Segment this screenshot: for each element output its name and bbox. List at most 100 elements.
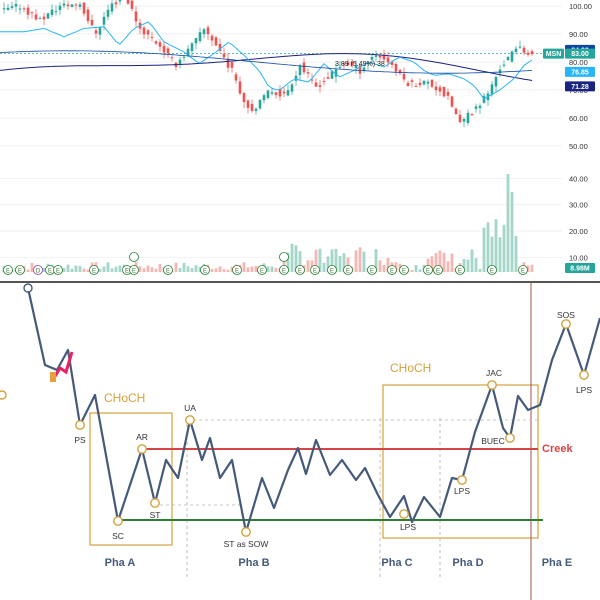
candle-body xyxy=(522,47,526,53)
candle-body xyxy=(146,30,150,35)
candle-body xyxy=(338,66,342,69)
candle-body xyxy=(78,4,82,7)
choch-label-right: CHoCH xyxy=(390,361,431,375)
event-marker-label: E xyxy=(402,268,406,274)
price-annotation: 3.89 (5.49%) 38 xyxy=(335,61,385,68)
candle-body xyxy=(474,106,478,109)
volume-bar xyxy=(482,227,486,272)
candle-body xyxy=(30,12,34,14)
event-marker-label: E xyxy=(166,268,170,274)
wyckoff-event-marker xyxy=(150,498,160,508)
price-tick-label: 90.00 xyxy=(569,30,588,39)
wyckoff-event-marker xyxy=(241,527,251,537)
volume-bar xyxy=(322,262,326,272)
volume-bar xyxy=(342,253,346,272)
volume-bar xyxy=(530,264,534,272)
candle-body xyxy=(102,16,106,25)
wyckoff-start-marker xyxy=(23,283,33,293)
candle-body xyxy=(126,0,130,4)
volume-bar xyxy=(230,266,234,272)
candle-body xyxy=(314,82,318,87)
volume-bar xyxy=(526,265,530,272)
candle-body xyxy=(302,62,306,73)
volume-bar xyxy=(150,267,154,272)
candle-body xyxy=(434,86,438,91)
event-marker-circle xyxy=(257,265,267,275)
volume-bar xyxy=(214,268,218,272)
trend-marker-block xyxy=(50,372,56,382)
event-marker-circle xyxy=(279,265,289,275)
volume-bar xyxy=(394,262,398,272)
volume-bar xyxy=(314,249,318,272)
candle-body xyxy=(494,76,498,87)
volume-bar xyxy=(442,252,446,272)
volume-bar xyxy=(378,260,382,272)
volume-bar xyxy=(186,266,190,272)
candle-body xyxy=(418,82,422,86)
wyckoff-event-marker xyxy=(457,475,467,485)
event-marker-circle xyxy=(129,252,139,262)
wyckoff-event-marker xyxy=(113,516,123,526)
event-marker-label: E xyxy=(92,268,96,274)
volume-bar xyxy=(194,265,198,272)
candle-body xyxy=(398,70,402,74)
candle-body xyxy=(186,48,190,56)
candles-group xyxy=(2,0,534,128)
wyckoff-event-marker xyxy=(579,370,589,380)
volume-bar xyxy=(450,253,454,272)
event-marker-label: E xyxy=(203,268,207,274)
candle-body xyxy=(378,55,382,58)
candle-body xyxy=(402,73,406,80)
candle-body xyxy=(234,74,238,81)
candle-body xyxy=(242,93,246,103)
event-marker-label: E xyxy=(125,268,129,274)
volume-bar xyxy=(502,224,506,272)
candle-body xyxy=(62,3,66,6)
candle-body xyxy=(446,91,450,96)
candle-body xyxy=(170,57,174,59)
candle-body xyxy=(114,2,118,5)
candle-body xyxy=(330,71,334,79)
candle-body xyxy=(86,9,90,22)
volume-bar xyxy=(78,266,82,272)
candle-body xyxy=(262,95,266,101)
volume-bar xyxy=(190,268,194,272)
volume-bar xyxy=(222,269,226,272)
candle-body xyxy=(214,37,218,46)
price-tick-label: 50.00 xyxy=(569,142,588,151)
volume-bar xyxy=(154,268,158,272)
volume-bar xyxy=(410,269,414,272)
volume-bar xyxy=(106,262,110,272)
candle-body xyxy=(530,51,534,55)
volume-bar xyxy=(218,266,222,272)
candle-body xyxy=(502,64,506,66)
volume-bar xyxy=(142,268,146,272)
candle-body xyxy=(422,80,426,85)
candle-body xyxy=(206,27,210,35)
wyckoff-event-label: LPS xyxy=(454,486,470,496)
phase-label: Pha E xyxy=(542,557,573,569)
event-marker-circle xyxy=(15,265,25,275)
wyckoff-event-marker xyxy=(185,415,195,425)
volume-bar xyxy=(198,266,202,272)
wyckoff-edge-marker xyxy=(0,390,7,400)
wyckoff-event-marker xyxy=(75,420,85,430)
volume-bar xyxy=(254,266,258,272)
choch-box-right xyxy=(382,384,539,539)
candle-body xyxy=(470,114,474,116)
event-marker-circle xyxy=(343,265,353,275)
volume-bar xyxy=(86,269,90,272)
event-marker-label: E xyxy=(390,268,394,274)
wyckoff-event-label: LPS xyxy=(400,522,416,532)
candle-body xyxy=(98,27,102,35)
volume-bar xyxy=(514,235,518,272)
candle-body xyxy=(162,45,166,53)
candle-body xyxy=(82,2,86,14)
candle-body xyxy=(362,67,366,71)
candle-body xyxy=(386,57,390,63)
candle-body xyxy=(450,96,454,107)
volume-bar xyxy=(446,261,450,272)
candle-body xyxy=(310,79,314,81)
event-marker-label: E xyxy=(490,268,494,274)
